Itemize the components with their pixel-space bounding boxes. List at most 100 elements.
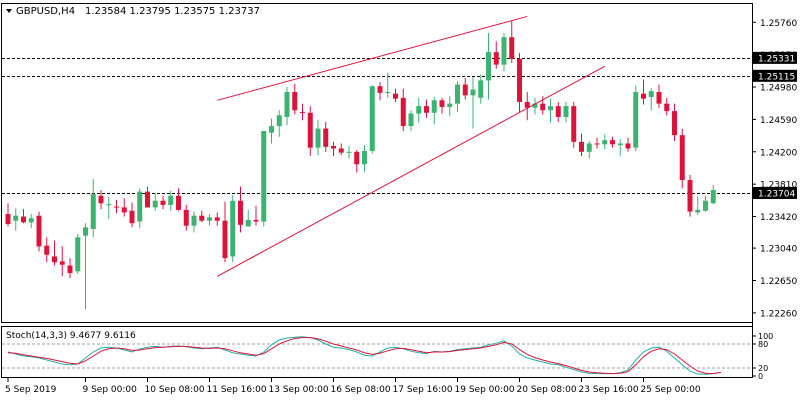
bear-candle bbox=[44, 245, 50, 255]
bull-candle bbox=[447, 103, 453, 107]
bear-candle bbox=[594, 143, 600, 145]
candles-layer bbox=[5, 20, 716, 310]
stoch-main-line bbox=[7, 336, 722, 375]
bull-candle bbox=[152, 200, 158, 208]
bear-candle bbox=[524, 101, 530, 108]
bull-candle bbox=[548, 106, 553, 111]
bear-candle bbox=[292, 92, 298, 111]
price-tick-label: 1.24200 bbox=[760, 148, 797, 158]
bull-candle bbox=[13, 215, 19, 221]
stoch-tick-label: 100 bbox=[758, 332, 773, 341]
bull-candle bbox=[261, 131, 267, 222]
price-tick-label: 1.22650 bbox=[760, 277, 797, 287]
indicator-label: Stoch(14,3,3) 9.4677 9.6116 bbox=[6, 331, 136, 341]
bear-candle bbox=[222, 220, 228, 259]
level-price-tag bbox=[753, 186, 797, 199]
bear-candle bbox=[354, 151, 360, 165]
time-tick-label: 20 Sep 08:00 bbox=[517, 385, 577, 395]
trendline bbox=[217, 65, 605, 277]
bull-candle bbox=[563, 106, 569, 117]
time-tick-label: 19 Sep 00:00 bbox=[455, 385, 515, 395]
bear-candle bbox=[664, 103, 670, 112]
price-tick-label: 1.23420 bbox=[760, 213, 797, 223]
bear-candle bbox=[338, 148, 344, 153]
bull-candle bbox=[90, 194, 96, 230]
bear-candle bbox=[400, 97, 406, 127]
time-tick-label: 25 Sep 00:00 bbox=[641, 385, 701, 395]
bull-candle bbox=[315, 128, 321, 148]
bull-candle bbox=[207, 217, 212, 221]
bull-candle bbox=[269, 126, 274, 133]
bear-candle bbox=[393, 93, 398, 99]
bear-candle bbox=[687, 180, 693, 212]
bull-candle bbox=[137, 191, 143, 222]
bull-candle bbox=[385, 92, 391, 94]
bull-candle bbox=[83, 227, 88, 236]
bear-candle bbox=[307, 112, 313, 148]
bull-candle bbox=[486, 52, 491, 81]
bear-candle bbox=[160, 200, 166, 205]
price-tick-label: 1.24590 bbox=[760, 116, 797, 126]
bull-candle bbox=[191, 215, 197, 226]
bull-candle bbox=[431, 100, 437, 113]
bear-candle bbox=[21, 216, 26, 223]
bear-candle bbox=[331, 145, 336, 149]
bull-candle bbox=[168, 195, 174, 205]
bull-candle bbox=[276, 115, 282, 127]
bear-candle bbox=[67, 265, 73, 274]
bear-candle bbox=[36, 215, 42, 247]
bear-candle bbox=[377, 86, 383, 93]
bear-candle bbox=[571, 106, 577, 142]
price-tick-label: 1.25760 bbox=[760, 19, 797, 29]
bear-candle bbox=[238, 200, 243, 225]
trendline bbox=[217, 15, 528, 101]
price-tick-label: 1.23810 bbox=[760, 181, 797, 191]
bear-candle bbox=[517, 58, 522, 102]
bear-candle bbox=[5, 214, 11, 225]
main-panel-border bbox=[1, 3, 753, 323]
bull-candle bbox=[346, 151, 352, 153]
time-tick-label: 10 Sep 08:00 bbox=[145, 385, 205, 395]
stoch-tick-label: 0 bbox=[758, 372, 763, 381]
bull-candle bbox=[284, 92, 290, 117]
bull-candle bbox=[230, 200, 236, 257]
bull-candle bbox=[710, 189, 716, 204]
bull-candle bbox=[75, 237, 81, 272]
price-tick-label: 1.22260 bbox=[760, 309, 797, 319]
bull-candle bbox=[416, 106, 422, 114]
bear-candle bbox=[610, 140, 615, 145]
time-tick-label: 5 Sep 2019 bbox=[5, 385, 57, 395]
bull-candle bbox=[602, 140, 608, 145]
level-price-tag bbox=[753, 69, 797, 82]
bull-candle bbox=[695, 209, 701, 213]
bull-candle bbox=[245, 219, 251, 227]
bull-candle bbox=[455, 84, 460, 104]
bull-candle bbox=[633, 92, 639, 148]
bull-candle bbox=[501, 37, 507, 65]
bull-candle bbox=[106, 204, 112, 206]
bear-candle bbox=[509, 37, 515, 59]
bull-candle bbox=[703, 200, 708, 211]
bull-candle bbox=[28, 218, 34, 223]
stoch-signal-line bbox=[7, 337, 722, 375]
bear-candle bbox=[129, 210, 135, 224]
bear-candle bbox=[672, 111, 677, 136]
level-price-tag-label: 1.25331 bbox=[758, 54, 795, 64]
ohlc-label: 1.23584 1.23795 1.23575 1.23737 bbox=[85, 6, 260, 17]
level-price-tag bbox=[753, 51, 797, 64]
bull-candle bbox=[470, 89, 476, 96]
bull-candle bbox=[478, 80, 484, 98]
bull-candle bbox=[648, 91, 654, 97]
bear-candle bbox=[579, 141, 584, 152]
stoch-tick-label: 20 bbox=[758, 364, 768, 373]
time-tick-label: 11 Sep 16:00 bbox=[207, 385, 267, 395]
time-axis: 5 Sep 2019 9 Sep 00:00 10 Sep 08:00 11 Sep … bbox=[5, 378, 701, 395]
bear-candle bbox=[625, 143, 631, 149]
bear-candle bbox=[121, 207, 127, 213]
symbol-dropdown-icon[interactable] bbox=[6, 9, 12, 13]
bear-candle bbox=[183, 209, 189, 226]
stoch-tick-label: 80 bbox=[758, 340, 768, 349]
trendlines-layer bbox=[217, 15, 605, 277]
